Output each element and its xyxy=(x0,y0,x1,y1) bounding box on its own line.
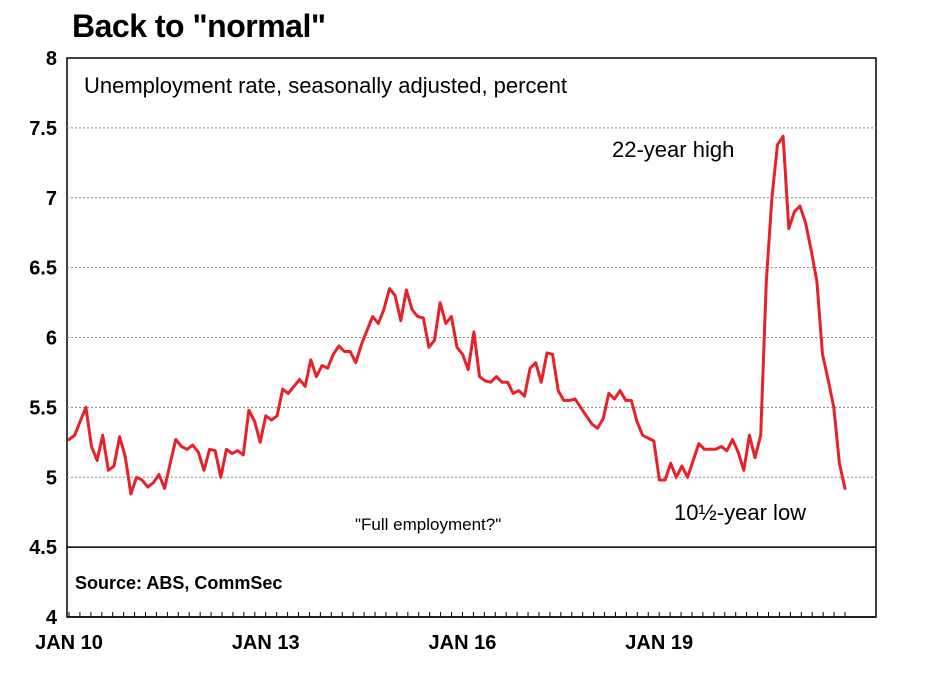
source-label: Source: ABS, CommSec xyxy=(75,573,282,593)
x-tick-label: JAN 13 xyxy=(232,632,300,654)
y-tick-label: 5 xyxy=(46,467,57,489)
gridlines xyxy=(67,127,876,548)
y-tick-label: 7 xyxy=(46,188,57,210)
chart-subtitle: Unemployment rate, seasonally adjusted, … xyxy=(84,73,567,98)
unemployment-rate-line xyxy=(67,134,847,496)
y-tick-label: 7.5 xyxy=(29,118,57,140)
y-tick-label: 5.5 xyxy=(29,397,57,419)
x-tick-label: JAN 16 xyxy=(429,632,497,654)
y-tick-label: 8 xyxy=(46,48,57,70)
low-annotation: 10½-year low xyxy=(674,500,806,525)
x-tick-label: JAN 10 xyxy=(35,632,103,654)
y-tick-label: 6 xyxy=(46,328,57,350)
x-axis: JAN 10 JAN 13 JAN 16 JAN 19 xyxy=(35,612,876,654)
y-tick-label: 6.5 xyxy=(29,258,57,280)
y-axis-tick-labels: 4 4.5 5 5.5 6 6.5 7 7.5 8 xyxy=(29,48,58,629)
high-annotation: 22-year high xyxy=(612,137,734,162)
full-employment-label: "Full employment?" xyxy=(355,515,501,534)
y-tick-label: 4 xyxy=(46,607,58,629)
x-tick-label: JAN 19 xyxy=(625,632,693,654)
y-tick-label: 4.5 xyxy=(29,537,57,559)
chart-title: Back to "normal" xyxy=(72,8,326,44)
